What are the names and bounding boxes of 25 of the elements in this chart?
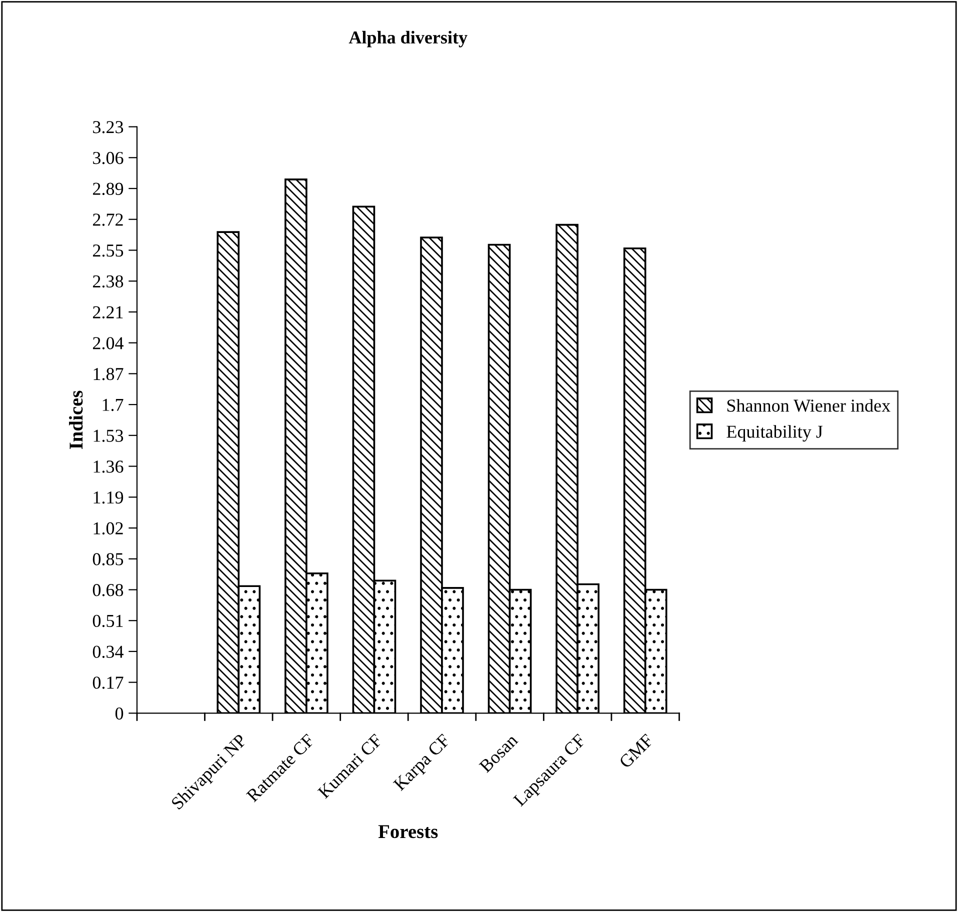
- y-tick-label: 3.23: [93, 121, 124, 134]
- y-tick-label: 2.72: [92, 214, 123, 226]
- chart-title: Alpha diversity: [348, 30, 468, 48]
- y-tick-label: 1.53: [94, 430, 124, 442]
- y-tick-label: 0.17: [92, 676, 124, 689]
- x-axis-title: Forests: [378, 825, 438, 838]
- y-tick-label: 0.85: [92, 553, 124, 566]
- y-tick-label: 1.7: [102, 398, 124, 412]
- y-tick-label: 2.38: [92, 275, 124, 288]
- y-tick-label: 0: [115, 707, 124, 720]
- y-tick-label: 0.68: [92, 584, 124, 596]
- y-tick-label: 2.55: [92, 244, 124, 257]
- y-tick-label: 2.21: [92, 306, 123, 318]
- y-axis-title: Indices: [69, 390, 83, 450]
- y-tick-label: 2.04: [92, 337, 124, 350]
- y-tick-label: 1.02: [94, 522, 123, 535]
- y-tick-label: 0.34: [92, 646, 124, 658]
- y-tick-label: 0.51: [92, 614, 123, 628]
- y-tick-label: 1.87: [94, 368, 124, 380]
- y-tick-label: 1.19: [94, 491, 124, 504]
- y-tick-label: 2.89: [92, 182, 124, 196]
- y-tick-label: 1.36: [94, 460, 124, 473]
- y-tick-label: 3.06: [93, 152, 124, 164]
- legend-label: Shannon Wiener index: [727, 399, 890, 412]
- legend-label: Equitability J: [726, 425, 823, 442]
